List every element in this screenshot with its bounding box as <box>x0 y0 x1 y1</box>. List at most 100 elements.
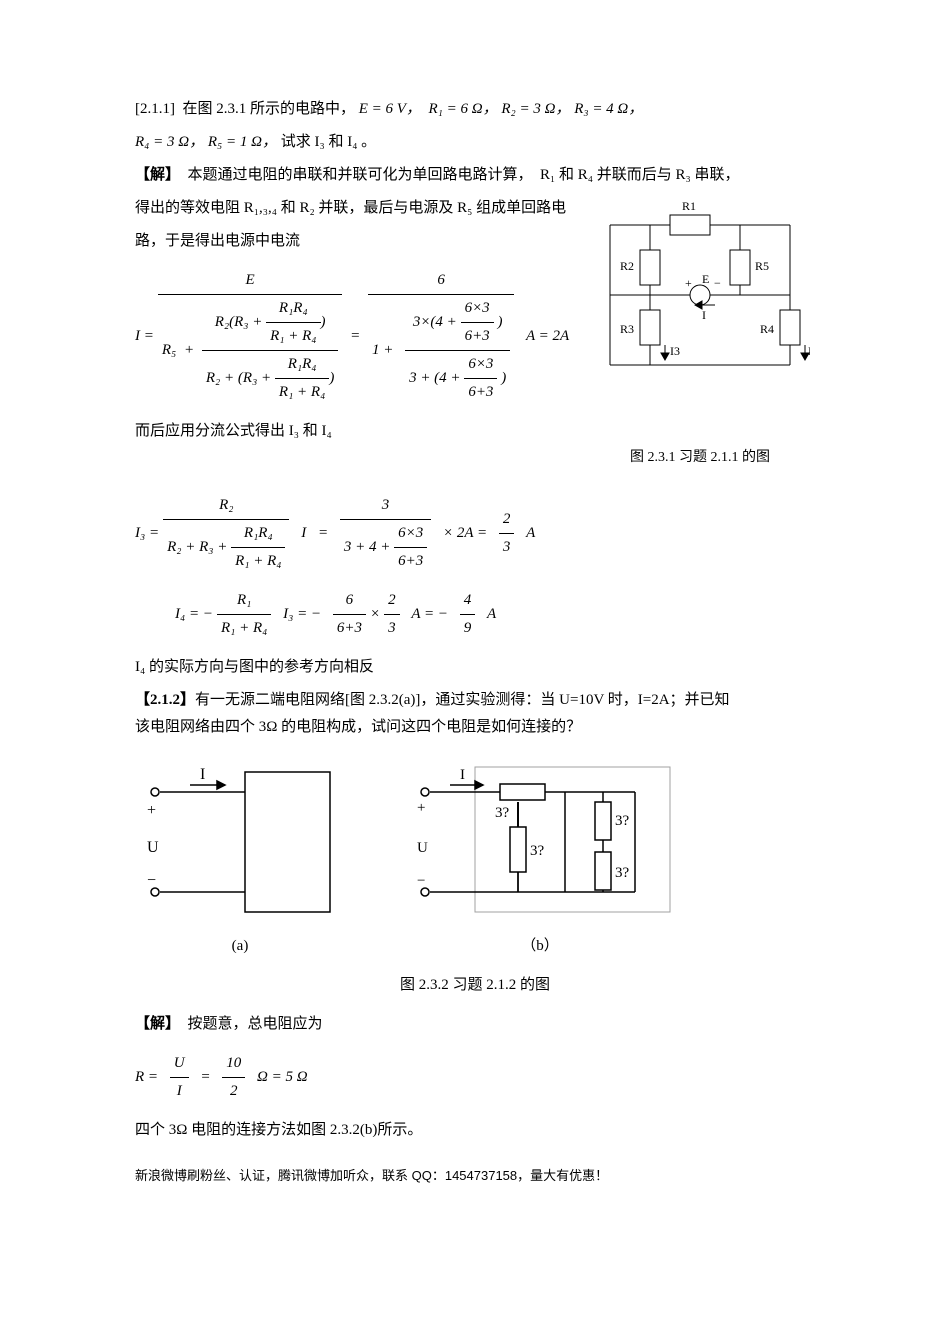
p212-b: 该电阻网络由四个 3Ω 的电阻构成，试问这四个电阻是如何连接的？ <box>135 719 581 735</box>
figB-label: （b） <box>405 933 675 960</box>
figB-R3: 3? <box>615 813 630 829</box>
figB-U: U <box>417 840 428 856</box>
r3-label: R3 <box>620 322 634 336</box>
p211-intro: [2.1.1] 在图 2.3.1 所示的电路中， E = 6 V， R₁ = 6… <box>135 96 815 123</box>
figure-2-3-2-a: I + U − (a) <box>135 757 345 960</box>
p211-sol-1a: 本题通过电阻的串联和并联可化为单回路电路计算， <box>188 167 533 183</box>
r1-label: R1 <box>682 199 696 213</box>
eq-I4: I₄ = − R₁ R₁ + R₄ I₃ = − 6 6+3 × 2 3 A =… <box>175 587 815 642</box>
eqI-rhs: A = 2A <box>526 323 569 350</box>
eqI-R2b: R₂ <box>206 370 220 386</box>
p211-task: 试求 I₃ 和 I₄ 。 <box>281 134 376 150</box>
p212-ref: 【2.1.2】 <box>135 692 195 708</box>
circuit-2-3-1: R1 R2 R3 R5 R4 + − E I I3 I4 <box>590 195 810 385</box>
eqI4-lhs: I₄ = − <box>175 601 213 628</box>
eqI-denA: 3 + (4 + <box>409 370 461 386</box>
p211-intro-2: R₄ = 3 Ω， R₅ = 1 Ω， 试求 I₃ 和 I₄ 。 <box>135 129 815 156</box>
p211-R3: R₃ = 4 Ω， <box>574 101 643 117</box>
figA-label: (a) <box>135 933 345 960</box>
figB-R4: 3? <box>615 865 630 881</box>
eqI-nfn: 6×3 <box>461 295 494 323</box>
eqI-num6: 6 <box>368 267 514 295</box>
p211-sol-4: I₄ 的实际方向与图中的参考方向相反 <box>135 654 815 681</box>
eqI4-f1n: 6 <box>333 587 366 615</box>
eqI4-Aeq: A = − <box>411 601 448 628</box>
p211-E: E = 6 V， <box>359 101 421 117</box>
eqI4-f1d: 6+3 <box>333 615 366 642</box>
r2-label: R2 <box>620 259 634 273</box>
p212-sol-label: 【解】 <box>135 1016 180 1032</box>
p212-text: 【2.1.2】有一无源二端电阻网络[图 2.3.2(a)]，通过实验测得：当 U… <box>135 687 815 741</box>
eqR-eq: = <box>200 1064 210 1091</box>
fig-232-caption: 图 2.3.2 习题 2.1.2 的图 <box>135 972 815 999</box>
figB-R2: 3? <box>530 843 545 859</box>
p212-sol-a: 【解】 按题意，总电阻应为 <box>135 1011 815 1038</box>
p212-sol-b: 四个 3Ω 电阻的连接方法如图 2.3.2(b)所示。 <box>135 1117 815 1144</box>
eq-I: I = E R₅ + R₂(R₃ + R₁R₄ R₁ + R₄ ) <box>135 267 571 406</box>
eqI-numA: 3×(4 + <box>413 314 457 330</box>
e-label: E <box>702 272 709 286</box>
eqI3-R1pR4: R₁ + R₄ <box>231 548 285 575</box>
eqI3-eq: = <box>318 520 328 547</box>
eqI-dfd: 6+3 <box>464 379 497 406</box>
eqI3-dd: 6+3 <box>394 548 427 575</box>
r5-label: R5 <box>755 259 769 273</box>
eqI4-R1pR4: R₁ + R₄ <box>217 615 271 642</box>
p212-sol-text-a: 按题意，总电阻应为 <box>188 1016 323 1032</box>
eqI3-numR2: R₂ <box>163 492 289 520</box>
eqR-rhs: Ω = 5 Ω <box>257 1064 308 1091</box>
eqI3-den-a: R₂ + R₃ + <box>167 539 227 555</box>
eqI4-resN: 4 <box>460 587 476 615</box>
eqI4-resD: 9 <box>460 615 476 642</box>
eqI4-f2n: 2 <box>384 587 400 615</box>
eqI-1plus: 1 + <box>372 337 393 364</box>
eqI-numB: ) <box>497 314 502 330</box>
i4-label: I4 <box>808 344 810 358</box>
eq-I3: I₃ = R₂ R₂ + R₃ + R₁R₄ R₁ + R₄ I = 3 3 +… <box>135 492 815 575</box>
figA-minus: − <box>147 872 156 889</box>
footer-ad: 新浪微博刷粉丝、认证，腾讯微博加听众，联系 QQ：1454737158，量大有优… <box>135 1164 815 1187</box>
eqI-lhs: I = <box>135 323 154 350</box>
eqI3-denA: 3 + 4 + <box>344 539 391 555</box>
p211-intro-a: 在图 2.3.1 所示的电路中， <box>183 101 356 117</box>
eqI3-lhs: I₃ = <box>135 520 159 547</box>
p211-R5: R₅ = 1 Ω， <box>208 134 277 150</box>
figB-minus: − <box>417 873 425 889</box>
eqI-nfd: 6+3 <box>461 323 494 350</box>
eqI3-n3: 3 <box>340 492 431 520</box>
eqI3-resN: 2 <box>499 506 515 534</box>
figA-plus: + <box>147 802 156 819</box>
figB-R1: 3? <box>495 805 510 821</box>
figA-U: U <box>147 839 159 856</box>
figure-2-3-2-b: I + U − 3? 3? 3? 3? （b） <box>405 757 675 960</box>
eqI3-x2A: × 2A = <box>443 520 487 547</box>
eqI-R2a: R₂ <box>215 314 229 330</box>
eqI-R3a: R₃ <box>234 314 248 330</box>
eqR-n: 10 <box>222 1050 245 1078</box>
eqI3-I: I <box>301 520 306 547</box>
eqI3-dn: 6×3 <box>394 520 427 548</box>
p211-R1: R₁ = 6 Ω， <box>428 101 497 117</box>
eqI3-R1R4: R₁R₄ <box>231 520 285 548</box>
eqI3-resD: 3 <box>499 534 515 561</box>
eqR-U: U <box>170 1050 189 1078</box>
p211-sol-1: 【解】 本题通过电阻的串联和并联可化为单回路电路计算， R₁ 和 R₄ 并联而后… <box>135 162 815 189</box>
p211-R4: R₄ = 3 Ω， <box>135 134 204 150</box>
eqI-R5: R₅ <box>162 337 176 364</box>
eqI-denB: ) <box>501 370 506 386</box>
eqI4-I3: I₃ = − <box>283 601 321 628</box>
eqI4-f2d: 3 <box>384 615 400 642</box>
p211-ref: [2.1.1] <box>135 101 175 117</box>
eqI4-times: × <box>370 601 380 628</box>
figB-plus: + <box>417 800 425 816</box>
figA-I: I <box>200 766 205 783</box>
eqI3-unit: A <box>526 520 535 547</box>
e-minus: − <box>714 276 721 290</box>
e-plus: + <box>685 276 692 290</box>
eqI4-R1: R₁ <box>217 587 271 615</box>
eqI-dfn: 6×3 <box>464 351 497 379</box>
r4-label: R4 <box>760 322 774 336</box>
eqR-I: I <box>170 1078 189 1105</box>
figure-2-3-2: I + U − (a) <box>135 757 815 960</box>
eqI-R3b: R₃ <box>243 370 257 386</box>
